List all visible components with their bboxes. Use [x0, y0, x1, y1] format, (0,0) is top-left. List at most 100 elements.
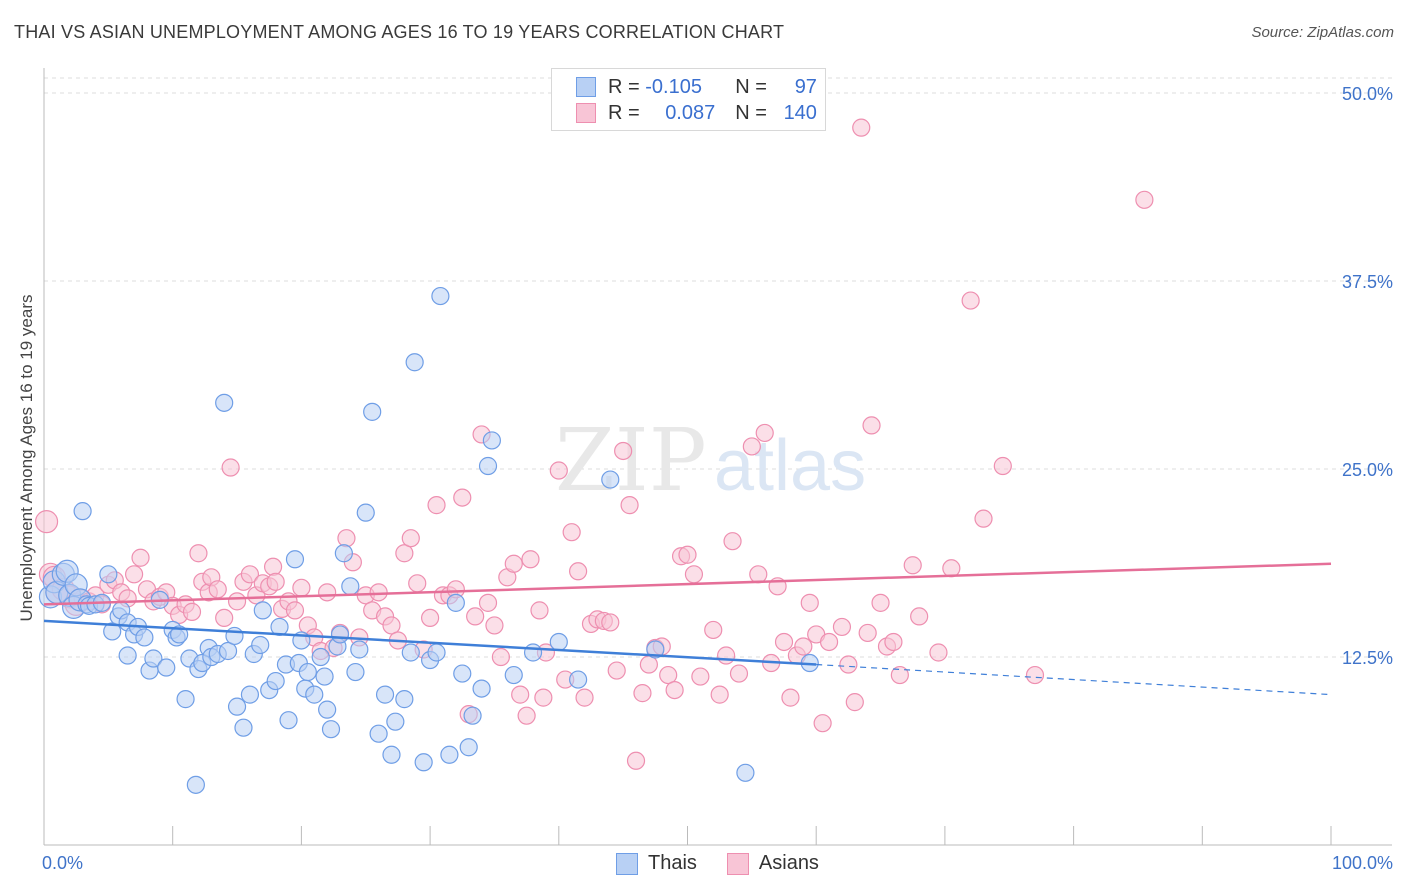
thais-point — [103, 622, 122, 641]
asians-point — [729, 664, 749, 683]
asians-point — [723, 532, 742, 551]
source-label: Source: ZipAtlas.com — [1251, 24, 1394, 41]
asians-point — [562, 523, 581, 542]
thais-point — [440, 745, 459, 764]
asians-point — [717, 646, 736, 665]
asians-point — [395, 544, 414, 563]
thais-point — [350, 640, 369, 659]
asians-point — [382, 616, 401, 635]
asians-point — [755, 423, 774, 443]
thais-point — [315, 667, 334, 686]
asians-point — [601, 613, 620, 632]
thais-r-label: R = — [608, 75, 640, 98]
correlation-legend: R = -0.105 N = 97 R = 0.087 N = 140 — [551, 68, 826, 131]
asians-point — [749, 565, 768, 584]
thais-legend-label: Thais — [648, 852, 697, 874]
thais-legend-swatch — [616, 852, 638, 875]
asians-point — [478, 593, 498, 612]
asians-point — [704, 620, 723, 640]
asians-point — [401, 529, 420, 548]
asians-point — [678, 545, 697, 564]
asians-point — [208, 580, 227, 599]
asians-point — [800, 593, 819, 612]
asians-point — [215, 608, 234, 628]
watermark-atlas: atlas — [714, 426, 866, 506]
y-tick-label: 25.0% — [1342, 460, 1393, 480]
thais-points — [38, 286, 819, 794]
asians-point — [263, 557, 283, 576]
asians-point — [569, 562, 588, 581]
thais-point — [118, 646, 137, 665]
thais-point — [253, 601, 272, 620]
thais-point — [73, 502, 92, 521]
asians-point — [633, 684, 652, 703]
asians-point — [318, 583, 337, 602]
watermark: ZIP atlas — [555, 411, 866, 511]
asians-point — [575, 688, 594, 707]
thais-point — [341, 577, 360, 596]
thais-point — [523, 643, 543, 662]
asians-point — [832, 617, 852, 637]
thais-point — [395, 690, 414, 709]
asians-point — [742, 437, 761, 456]
legend-row-thais: R = -0.105 N = 97 — [576, 75, 817, 99]
asians-point — [974, 509, 993, 528]
thais-r-value: -0.105 — [645, 75, 702, 98]
thais-point — [646, 640, 665, 659]
y-axis-label: Unemployment Among Ages 16 to 19 years — [17, 294, 36, 622]
legend-item-asians: Asians — [726, 852, 819, 875]
thais-point — [285, 550, 305, 569]
asians-point — [485, 616, 504, 635]
asians-point — [453, 488, 472, 507]
asians-point — [684, 565, 704, 584]
asians-point — [521, 550, 540, 569]
thais-point — [215, 393, 234, 412]
asians-trend-line — [43, 562, 1332, 606]
thais-point — [298, 662, 317, 682]
asians-point — [929, 643, 948, 662]
thais-point — [279, 711, 298, 730]
axes — [43, 68, 1392, 846]
thais-trend-line — [43, 619, 817, 666]
thais-point — [251, 635, 270, 655]
asians-point — [903, 556, 922, 575]
thais-point — [369, 724, 388, 743]
asians-point — [890, 665, 909, 685]
asians-point — [534, 688, 553, 707]
asians-point — [781, 688, 800, 707]
asians-point — [369, 583, 388, 602]
thais-point — [99, 565, 118, 584]
asians-point — [517, 706, 536, 725]
asians-point — [839, 655, 858, 674]
asians-point — [665, 680, 684, 700]
thais-swatch — [576, 77, 596, 97]
thais-point — [170, 625, 189, 644]
thais-point — [446, 593, 465, 612]
thais-point — [504, 665, 523, 685]
thais-point — [463, 706, 482, 725]
y-tick-label: 12.5% — [1342, 648, 1393, 668]
thais-point — [135, 628, 154, 647]
thais-point — [334, 544, 353, 563]
asians-r-value: 0.087 — [665, 101, 716, 124]
thais-n-value: 97 — [794, 75, 817, 98]
asians-point — [993, 456, 1012, 476]
thais-point — [234, 718, 253, 737]
asians-point — [852, 118, 871, 137]
asians-point — [34, 510, 59, 534]
thais-point — [318, 700, 337, 719]
asians-point — [862, 416, 881, 435]
thais-point — [311, 647, 330, 667]
trend-lines — [43, 562, 1332, 696]
legend-row-asians: R = 0.087 N = 140 — [576, 101, 817, 125]
thais-point — [356, 503, 375, 522]
asians-point — [511, 685, 530, 704]
thais-point — [176, 690, 195, 709]
asians-point — [813, 714, 832, 733]
thais-point — [472, 679, 491, 698]
asians-point — [337, 529, 356, 548]
thais-point — [405, 353, 424, 372]
thais-point — [453, 664, 472, 683]
thais-point — [305, 685, 324, 704]
asians-point — [1025, 665, 1045, 685]
